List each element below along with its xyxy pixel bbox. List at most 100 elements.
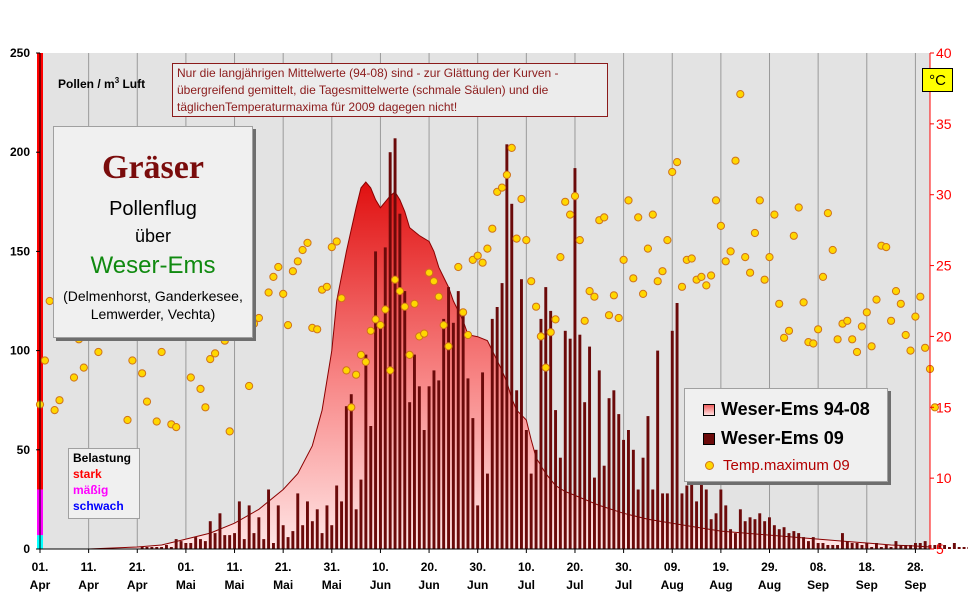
bar-day-149: [763, 521, 767, 549]
temp-point-174: [916, 292, 925, 301]
bar-day-162: [826, 545, 830, 549]
bar-day-46: [262, 539, 266, 549]
temp-point-169: [891, 287, 901, 296]
bar-day-140: [719, 489, 723, 549]
unit-suffix: Luft: [119, 77, 146, 91]
bar-day-116: [602, 465, 606, 549]
title-box: Gräser Pollenflug über Weser-Ems (Delmen…: [53, 126, 253, 338]
temp-point-34: [220, 336, 229, 345]
bar-day-179: [909, 545, 913, 549]
x-tick-day-4: 11.: [227, 560, 243, 574]
bar-day-84: [447, 287, 451, 549]
bar-day-167: [850, 543, 854, 549]
temp-point-133: [716, 221, 726, 230]
temp-point-79: [454, 262, 463, 272]
bar-day-72: [388, 152, 392, 549]
bar-day-138: [709, 519, 713, 549]
temp-point-111: [609, 291, 619, 300]
bar-day-187: [948, 547, 951, 549]
bar-day-68: [369, 426, 373, 549]
y-left-tick-label-4: 200: [10, 145, 30, 159]
bar-day-30: [184, 543, 188, 549]
temp-point-112: [614, 313, 623, 323]
bar-day-49: [276, 505, 280, 549]
x-tick-day-17: 18.: [858, 560, 875, 574]
temp-point-99: [551, 315, 560, 324]
temp-point-9: [79, 363, 88, 372]
y-axis-unit-label: Pollen / m3 Luft: [58, 76, 145, 91]
x-tick-day-2: 21.: [129, 560, 146, 574]
temp-point-120: [653, 277, 662, 286]
temp-point-61: [361, 357, 370, 366]
bar-day-92: [486, 473, 489, 549]
methodology-note: Nur die langjährigen Mittelwerte (94-08)…: [172, 63, 608, 117]
bar-day-148: [758, 513, 762, 549]
note-line-1: Nur die langjährigen Mittelwerte (94-08)…: [177, 66, 559, 80]
x-tick-day-18: 28.: [907, 560, 924, 574]
x-tick-month-7: Jun: [370, 578, 391, 592]
y-left-tick-label-0: 0: [23, 542, 30, 556]
bar-day-133: [685, 485, 689, 549]
temp-point-92: [517, 194, 526, 204]
legend-entry-mean: Weser-Ems 94-08: [703, 399, 870, 420]
bar-day-52: [291, 531, 295, 549]
bar-day-82: [437, 380, 441, 549]
temp-point-121: [658, 267, 667, 276]
bar-day-104: [544, 287, 548, 549]
bar-day-164: [836, 545, 840, 549]
bar-day-147: [753, 519, 757, 549]
temp-point-130: [702, 281, 711, 290]
bar-day-43: [247, 505, 251, 549]
x-tick-day-9: 30.: [469, 560, 486, 574]
bar-day-119: [617, 414, 621, 549]
bar-day-50: [281, 525, 285, 549]
bar-day-96: [505, 144, 509, 550]
bar-day-189: [957, 547, 961, 549]
temp-point-43: [274, 262, 283, 272]
bar-day-27: [169, 547, 173, 549]
temp-point-143: [765, 253, 774, 262]
temp-point-11: [94, 347, 103, 357]
temp-point-16: [123, 415, 132, 425]
bar-day-156: [797, 533, 801, 549]
bar-day-89: [471, 418, 475, 549]
temp-point-124: [673, 158, 682, 167]
bar-day-66: [359, 479, 363, 549]
bar-day-56: [310, 521, 314, 549]
bar-day-74: [398, 213, 402, 549]
bar-day-152: [777, 529, 781, 549]
temp-point-64: [376, 321, 385, 330]
bar-day-77: [413, 354, 416, 549]
x-tick-month-0: Apr: [30, 578, 51, 592]
x-tick-month-13: Aug: [661, 578, 684, 592]
bar-day-113: [588, 346, 592, 549]
temp-point-171: [901, 330, 910, 340]
temp-point-96: [536, 332, 546, 341]
x-tick-month-6: Mai: [322, 578, 342, 592]
x-tick-month-18: Sep: [904, 578, 926, 592]
bar-day-158: [807, 541, 810, 549]
temp-point-77: [439, 321, 448, 330]
temp-point-142: [760, 275, 769, 284]
bar-day-103: [539, 318, 543, 549]
bar-day-97: [510, 203, 514, 550]
year-bar-series: [140, 138, 968, 550]
temp-point-114: [624, 196, 633, 205]
temp-point-95: [532, 302, 541, 311]
bar-day-34: [203, 541, 207, 549]
note-line-3: täglichenTemperaturmaxima für 2009 dageg…: [177, 100, 458, 114]
legend-label-temp: Temp.maximum 09: [723, 457, 850, 474]
y-right-tick-label-3: 20: [936, 328, 952, 344]
x-tick-month-10: Jul: [518, 578, 535, 592]
temp-point-138: [741, 253, 750, 262]
bar-day-78: [417, 386, 421, 549]
bar-day-144: [738, 509, 742, 549]
temp-point-161: [852, 347, 862, 357]
temp-point-30: [196, 384, 205, 393]
temp-point-44: [279, 289, 288, 298]
temp-point-74: [425, 268, 434, 277]
y-left-tick-label-1: 50: [17, 443, 31, 457]
temp-point-118: [643, 244, 653, 253]
bar-day-109: [568, 338, 572, 549]
temp-point-85: [483, 244, 492, 253]
